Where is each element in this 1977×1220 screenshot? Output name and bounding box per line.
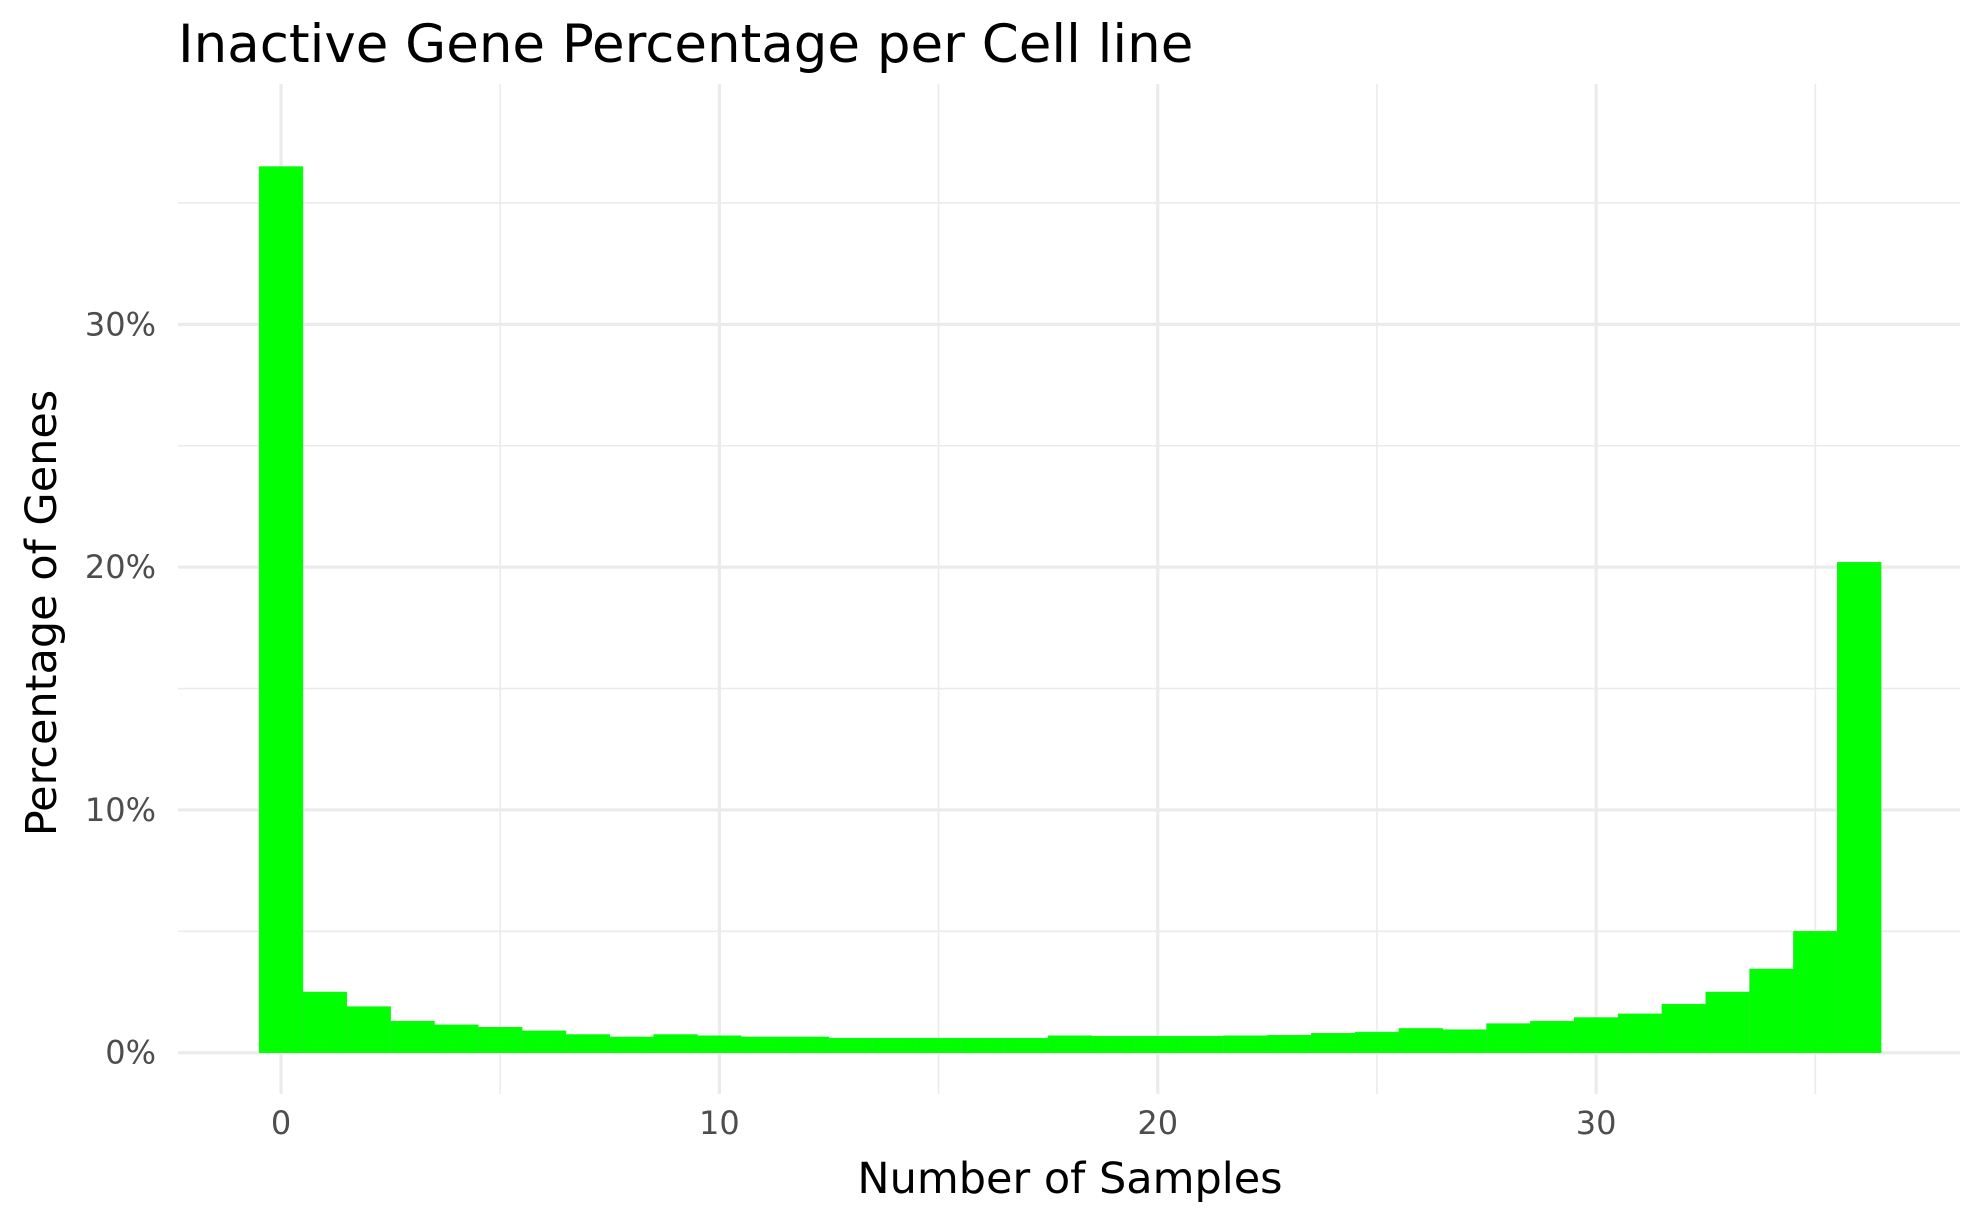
histogram-bar — [390, 1020, 435, 1053]
histogram-bar — [1837, 562, 1882, 1053]
histogram-bar — [1310, 1033, 1356, 1053]
histogram-bar — [1705, 991, 1750, 1053]
histogram-bar — [1267, 1034, 1312, 1053]
y-tick-label: 10% — [85, 791, 156, 829]
x-tick-label: 0 — [271, 1104, 291, 1142]
x-tick-label: 30 — [1576, 1104, 1617, 1142]
histogram-bar — [346, 1006, 391, 1053]
histogram-bar — [1661, 1003, 1706, 1053]
histogram-bar — [653, 1034, 698, 1053]
tick-layer: 0 10 20 30 0% 10% 20% 30% — [85, 305, 1617, 1142]
histogram-bar — [565, 1034, 611, 1053]
histogram-bar — [258, 166, 304, 1053]
y-tick-label: 30% — [85, 305, 156, 343]
histogram-bar — [1091, 1035, 1137, 1053]
histogram-bar — [1617, 1013, 1663, 1053]
x-tick-label: 20 — [1137, 1104, 1178, 1142]
x-tick-label: 10 — [699, 1104, 740, 1142]
histogram-bar — [1793, 931, 1838, 1053]
histogram-bar — [741, 1036, 786, 1053]
histogram-bar — [609, 1036, 654, 1053]
y-axis-title: Percentage of Genes — [17, 390, 67, 837]
histogram-bar — [521, 1030, 567, 1053]
histogram-bar — [1398, 1028, 1443, 1053]
histogram-bar — [960, 1037, 1005, 1053]
histogram-bar — [1573, 1017, 1619, 1053]
chart-title: Inactive Gene Percentage per Cell line — [178, 14, 1193, 75]
histogram-bar — [1442, 1029, 1487, 1053]
x-axis-title: Number of Samples — [857, 1154, 1282, 1204]
y-tick-label: 20% — [85, 548, 156, 586]
histogram-bar — [1004, 1037, 1049, 1053]
histogram-bar — [434, 1024, 479, 1053]
histogram-bar — [1223, 1035, 1268, 1053]
histogram-bar — [1486, 1023, 1531, 1053]
histogram-bar — [1135, 1035, 1180, 1053]
y-tick-label: 0% — [105, 1034, 156, 1072]
histogram-bar — [916, 1037, 961, 1053]
histogram-bar — [828, 1037, 874, 1053]
histogram-bar — [478, 1026, 523, 1053]
histogram-bar — [1047, 1035, 1093, 1053]
histogram-bar — [1179, 1035, 1224, 1053]
histogram-bar — [1749, 968, 1794, 1053]
histogram-bar — [1354, 1031, 1400, 1053]
histogram-bar — [302, 991, 348, 1053]
histogram-bar — [784, 1036, 830, 1053]
histogram-bar — [872, 1037, 917, 1053]
histogram-bar — [1530, 1020, 1575, 1053]
bar-layer — [258, 166, 1882, 1053]
histogram-bar — [697, 1035, 742, 1053]
